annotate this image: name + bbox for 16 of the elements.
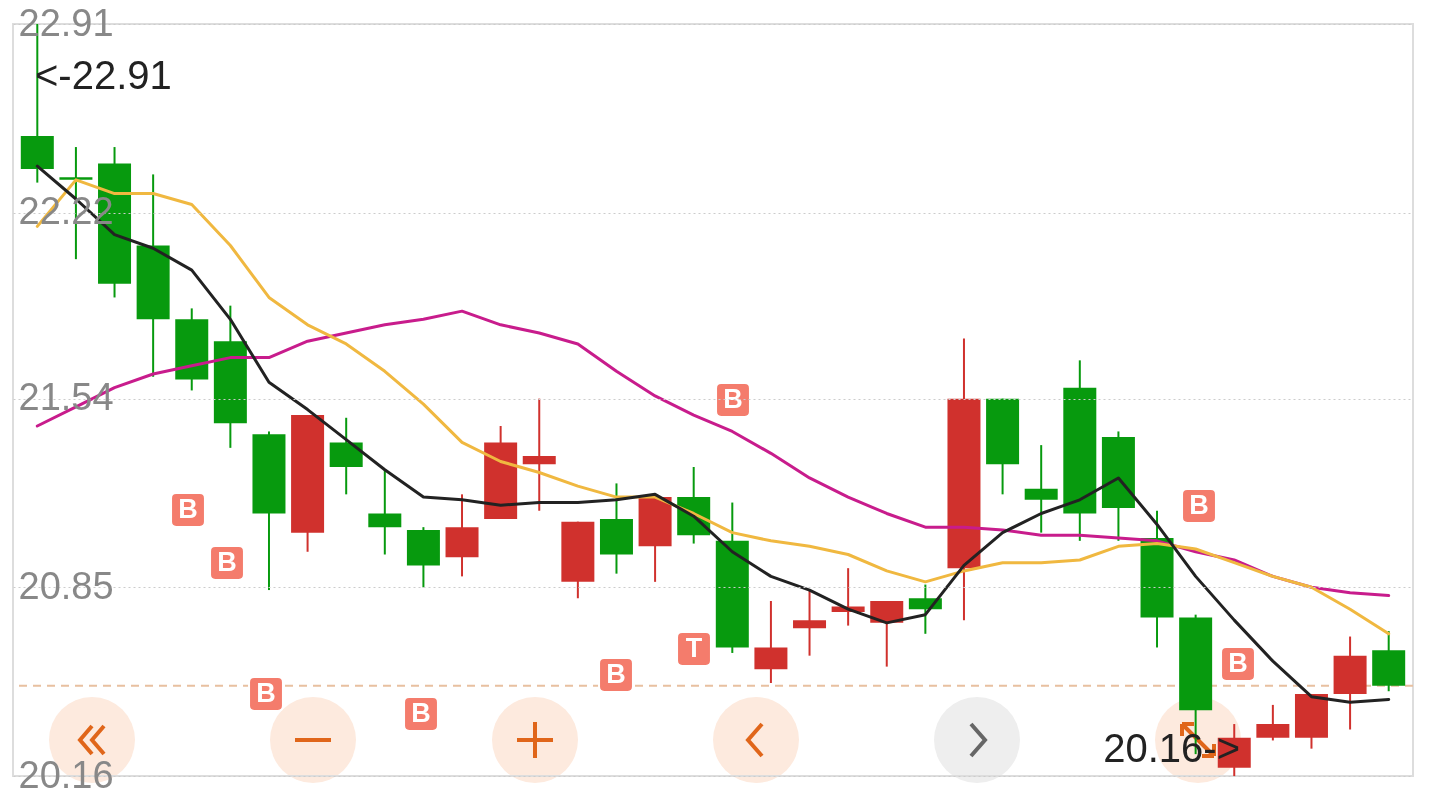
annotation: B <box>723 384 743 414</box>
annotation: B <box>256 678 276 708</box>
annotation: B <box>178 494 198 524</box>
candlestick <box>522 397 556 512</box>
annotation: B <box>606 659 626 689</box>
candlestick <box>793 589 827 657</box>
candlestick <box>368 468 402 556</box>
y-tick-label: 20.85 <box>18 564 114 607</box>
annotation: B <box>1228 648 1248 678</box>
y-tick-label: 22.91 <box>18 1 114 44</box>
candlestick <box>1024 444 1058 534</box>
annotation: B <box>411 698 431 728</box>
annotation: B <box>217 547 237 577</box>
y-tick-label: 20.16 <box>18 753 114 796</box>
annotation: T <box>685 633 703 663</box>
annotation: B <box>1189 490 1209 520</box>
